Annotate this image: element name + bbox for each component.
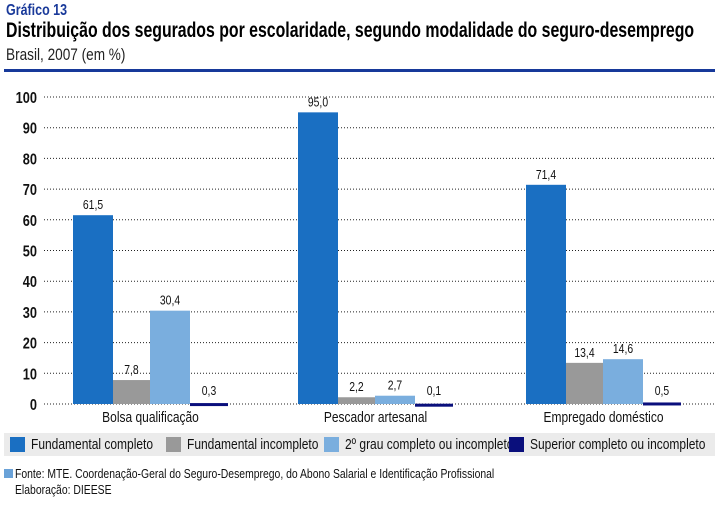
legend-item: 2º grau completo ou incompleto <box>324 436 556 453</box>
bar <box>526 184 566 404</box>
bar <box>190 403 228 407</box>
x-category-label: Pescador artesanal <box>324 409 427 426</box>
y-tick-label: 20 <box>23 335 37 353</box>
legend-swatch <box>166 437 181 452</box>
credit-text: Elaboração: DIEESE <box>15 481 112 497</box>
x-category-label: Empregado doméstico <box>543 409 663 426</box>
y-tick-label: 30 <box>23 305 37 323</box>
y-tick-label: 100 <box>16 90 37 108</box>
bar <box>603 359 643 404</box>
bar <box>375 395 415 404</box>
legend: Fundamental completo Fundamental incompl… <box>4 433 715 456</box>
data-label: 61,5 <box>83 198 104 212</box>
title-divider <box>4 69 715 72</box>
data-label: 71,4 <box>536 168 557 182</box>
bar <box>566 362 603 404</box>
data-label: 30,4 <box>160 294 181 308</box>
legend-swatch <box>509 437 524 452</box>
data-label: 95,0 <box>308 95 329 109</box>
bar <box>338 397 375 404</box>
y-tick-label: 70 <box>23 182 37 200</box>
legend-item: Fundamental completo <box>10 436 184 453</box>
chart-subtitle: Brasil, 2007 (em %) <box>6 45 126 64</box>
y-tick-label: 0 <box>30 397 37 415</box>
legend-swatch <box>10 437 25 452</box>
source-note: Fonte: MTE. Coordenação-Geral do Seguro-… <box>4 465 614 497</box>
source-text: Fonte: MTE. Coordenação-Geral do Seguro-… <box>15 465 495 481</box>
bar-chart: 0 10 20 30 40 50 60 70 80 90 100 61,5 7,8 30,4 0,3Bols… <box>16 90 714 426</box>
data-label: 14,6 <box>613 342 634 356</box>
chart-title: Distribuição dos segurados por escolarid… <box>6 19 695 42</box>
legend-label: Fundamental incompleto <box>187 436 319 453</box>
legend-label: 2º grau completo ou incompleto <box>345 436 514 453</box>
data-label: 13,4 <box>574 346 595 360</box>
bar <box>150 310 190 404</box>
y-tick-label: 80 <box>23 151 37 169</box>
x-category-label: Bolsa qualificação <box>102 409 199 426</box>
data-label: 0,5 <box>655 384 670 398</box>
legend-swatch <box>324 437 339 452</box>
bar <box>73 215 113 404</box>
data-label: 0,3 <box>202 384 217 398</box>
data-label: 7,8 <box>124 363 139 377</box>
bar <box>415 403 453 407</box>
source-bullet-icon <box>4 468 13 478</box>
legend-label: Fundamental completo <box>31 436 154 453</box>
bar <box>643 402 681 406</box>
legend-item: Superior completo ou incompleto <box>509 436 719 453</box>
y-tick-label: 50 <box>23 243 37 261</box>
y-tick-label: 90 <box>23 120 37 138</box>
chart-kicker: Gráfico 13 <box>6 2 68 19</box>
legend-label: Superior completo ou incompleto <box>530 436 706 453</box>
data-label: 0,1 <box>427 384 441 398</box>
y-tick-label: 60 <box>23 213 37 231</box>
data-label: 2,7 <box>388 379 402 393</box>
data-label: 2,2 <box>349 380 363 394</box>
bar <box>298 112 338 404</box>
bar <box>113 380 150 404</box>
y-tick-label: 10 <box>23 366 37 384</box>
legend-item: Fundamental incompleto <box>166 436 351 453</box>
y-tick-label: 40 <box>23 274 37 292</box>
